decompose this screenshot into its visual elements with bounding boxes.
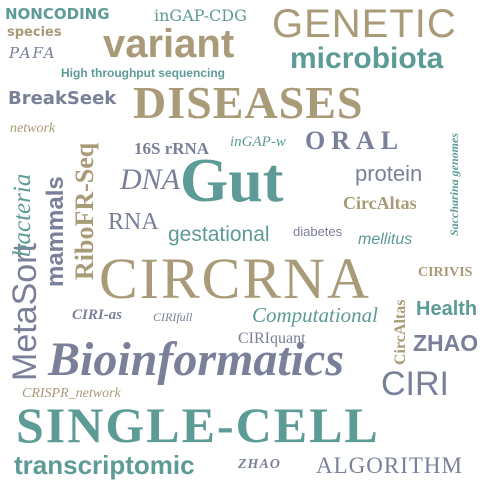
word-health: Health xyxy=(416,298,478,320)
word-ciriquant: CIRIquant xyxy=(238,330,306,347)
word-genetic: GENETIC xyxy=(272,2,457,46)
word-variant: variant xyxy=(103,22,235,66)
word-dna: DNA xyxy=(120,163,180,196)
word-rna: RNA xyxy=(108,209,159,235)
word-circaltas-h: CircAltas xyxy=(343,193,417,213)
word-protein: protein xyxy=(355,161,423,186)
word-network: network xyxy=(10,121,56,136)
word-circaltas-v: CircAltas xyxy=(392,299,409,365)
word-mellitus: mellitus xyxy=(358,231,413,248)
word-pafa: PAFA xyxy=(9,44,57,62)
word-species: species xyxy=(7,25,62,40)
word-high-throughput: High throughput sequencing xyxy=(61,66,225,80)
word-diseases: DISEASES xyxy=(133,77,364,128)
word-ciri-as: CIRI-as xyxy=(72,307,123,323)
word-algorithm: ALGORITHM xyxy=(316,453,463,478)
word-saccharina: Saccharina genomes xyxy=(447,132,461,236)
word-16s-rrna: 16S rRNA xyxy=(134,139,210,158)
word-transcriptomic: transcriptomic xyxy=(14,450,195,480)
word-ingap-cdg: inGAP-CDG xyxy=(154,6,247,25)
word-zhao-small: ZHAO xyxy=(238,457,281,472)
word-cirivis: CIRIVIS xyxy=(418,265,473,280)
word-mammals: mammals xyxy=(42,176,69,287)
word-zhao-big: ZHAO xyxy=(413,330,479,356)
word-ribofr-seq: RiboFR-Seq xyxy=(70,142,99,280)
word-metasort: MetaSort xyxy=(6,243,44,381)
word-gut: Gut xyxy=(180,147,284,215)
word-oral: ORAL xyxy=(305,126,405,155)
word-computational: Computational xyxy=(252,303,379,327)
word-ingap-w: inGAP-w xyxy=(230,134,286,150)
word-gestational: gestational xyxy=(168,223,270,246)
word-noncoding: NONCODING xyxy=(5,5,110,23)
word-diabetes: diabetes xyxy=(293,224,343,239)
word-circrna: CIRCRNA xyxy=(99,246,371,311)
word-cirifull: CIRIfull xyxy=(153,310,193,324)
word-crispr-network: CRISPR_network xyxy=(22,386,121,401)
word-single-cell: SINGLE-CELL xyxy=(16,397,380,453)
word-bacteria: bacteria xyxy=(9,173,36,257)
word-bioinformatics: Bioinformatics xyxy=(48,333,345,386)
word-breakseek: BreakSeek xyxy=(8,88,117,109)
word-ciri: CIRI xyxy=(381,365,449,403)
word-microbiota: microbiota xyxy=(290,42,444,75)
